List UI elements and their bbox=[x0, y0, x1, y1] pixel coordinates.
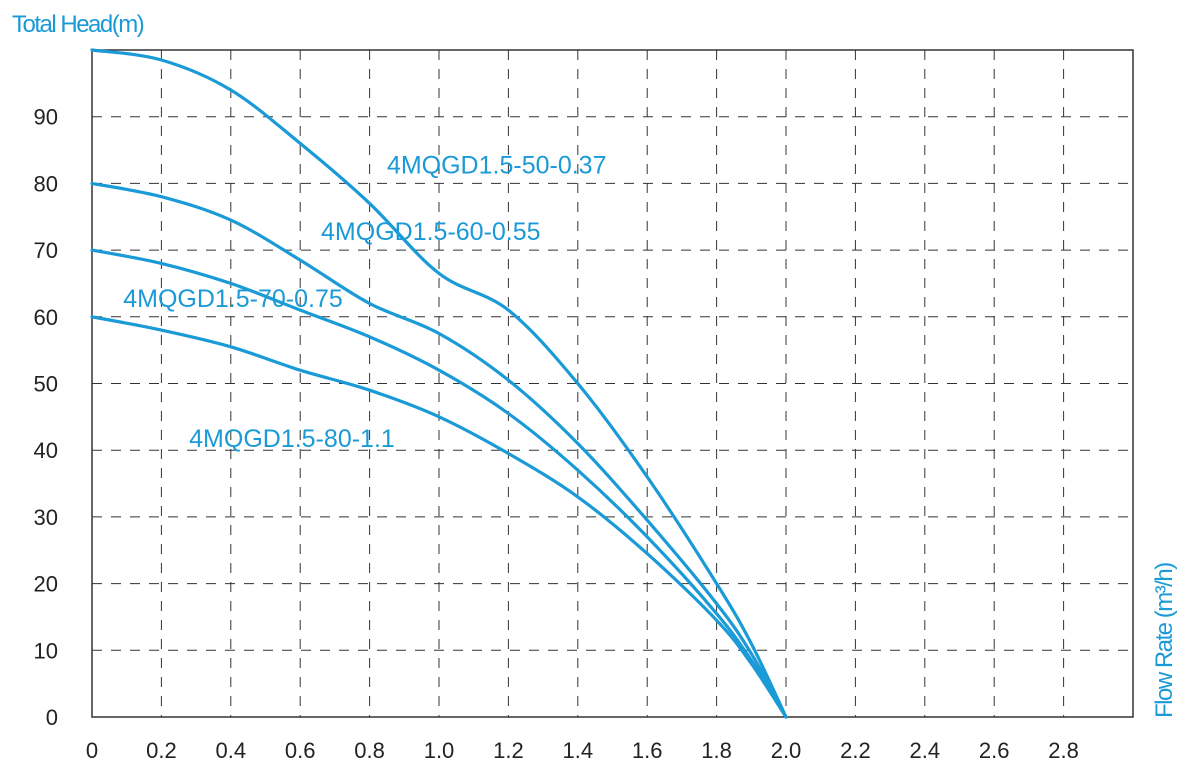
y-tick-label: 90 bbox=[34, 105, 58, 130]
x-tick-label: 0.8 bbox=[354, 738, 385, 763]
series-label-4: 4MQGD1.5-80-1.1 bbox=[189, 425, 395, 453]
x-tick-label: 0.2 bbox=[146, 738, 177, 763]
series-label-3: 4MQGD1.5-70-0.75 bbox=[123, 285, 343, 313]
series-labels: 4MQGD1.5-50-0.37 4MQGD1.5-60-0.55 4MQGD1.5… bbox=[123, 151, 606, 452]
series-curve-4 bbox=[90, 315, 788, 719]
y-tick-label: 70 bbox=[34, 238, 58, 263]
y-tick-label: 10 bbox=[34, 638, 58, 663]
x-tick-label: 0 bbox=[86, 738, 98, 763]
y-tick-label: 30 bbox=[34, 505, 58, 530]
series-curve-2 bbox=[90, 181, 788, 719]
x-axis-ticks: 0 0.2 0.4 0.6 0.8 1.0 1.2 1.4 1.6 1.8 2.0 2.2 2.4 2.6… bbox=[86, 738, 1079, 763]
x-tick-label: 0.4 bbox=[216, 738, 247, 763]
x-tick-label: 2.0 bbox=[771, 738, 802, 763]
y-axis-title: Total Head(m) bbox=[12, 11, 144, 38]
x-tick-label: 0.6 bbox=[285, 738, 316, 763]
x-tick-label: 2.2 bbox=[840, 738, 871, 763]
series-curves bbox=[90, 48, 788, 719]
plot-frame bbox=[91, 49, 1134, 718]
x-tick-label: 1.8 bbox=[701, 738, 732, 763]
x-tick-label: 1.6 bbox=[632, 738, 663, 763]
series-curve-3 bbox=[90, 248, 788, 719]
y-tick-label: 50 bbox=[34, 372, 58, 397]
x-tick-label: 2.4 bbox=[910, 738, 941, 763]
series-label-2: 4MQGD1.5-60-0.55 bbox=[321, 218, 541, 246]
x-tick-label: 1.2 bbox=[493, 738, 524, 763]
x-tick-label: 1.0 bbox=[424, 738, 455, 763]
y-tick-label: 60 bbox=[34, 305, 58, 330]
series-label-1: 4MQGD1.5-50-0.37 bbox=[387, 151, 607, 179]
grid-lines bbox=[92, 50, 1133, 717]
x-tick-label: 1.4 bbox=[563, 738, 594, 763]
series-curve-1 bbox=[90, 48, 788, 719]
y-tick-label: 20 bbox=[34, 572, 58, 597]
y-tick-label: 0 bbox=[46, 705, 58, 730]
y-tick-label: 80 bbox=[34, 171, 58, 196]
y-tick-label: 40 bbox=[34, 438, 58, 463]
x-axis-title: Flow Rate (m³/h) bbox=[1151, 563, 1178, 718]
x-tick-label: 2.8 bbox=[1048, 738, 1079, 763]
y-axis-ticks: 0 10 20 30 40 50 60 70 80 90 bbox=[34, 105, 58, 730]
x-tick-label: 2.6 bbox=[979, 738, 1010, 763]
